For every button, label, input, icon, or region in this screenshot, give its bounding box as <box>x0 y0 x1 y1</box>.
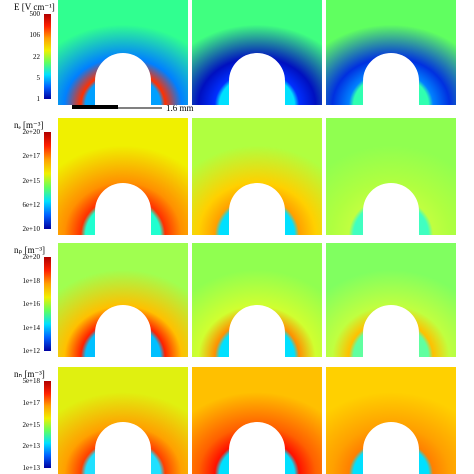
field-panel <box>192 118 322 235</box>
field-panel <box>192 0 322 105</box>
colorbar-tick-label: 5 <box>36 73 41 82</box>
scale-bar-thick <box>72 104 118 109</box>
colorbar-tick-label: 500 <box>29 10 41 18</box>
colorbar <box>44 132 51 229</box>
colorbar-tick-label: 1e+14 <box>22 323 40 332</box>
scale-bar-label: 1.6 mm <box>166 103 194 113</box>
colorbar-tick-label: 2e+15 <box>22 420 40 429</box>
colorbar-tick-label: 2e+10 <box>22 225 40 233</box>
colorbar-tick-label: 1e+17 <box>22 398 40 407</box>
field-panel <box>58 367 188 474</box>
colorbar-tick-label: 1e+18 <box>22 276 40 285</box>
colorbar-tick-label: 22 <box>33 52 40 61</box>
colorbar-tick-label: 6e+12 <box>22 200 40 209</box>
field-panel <box>326 243 456 357</box>
row-label: nₙ [m⁻³] <box>14 369 45 379</box>
colorbar-tick-label: 2e+20 <box>22 128 40 136</box>
colorbar-tick-label: 106 <box>29 31 41 40</box>
field-panel <box>58 0 188 105</box>
colorbar-tick-label: 1e+12 <box>22 347 40 355</box>
colorbar <box>44 14 51 99</box>
colorbar-tick-label: 1 <box>36 95 41 103</box>
colorbar-tick-label: 1e+16 <box>22 300 40 308</box>
field-panel <box>192 367 322 474</box>
field-panel <box>326 118 456 235</box>
colorbar-tick-label: 2e+15 <box>22 176 40 185</box>
field-panel <box>58 118 188 235</box>
row-label: E [V cm⁻¹] <box>14 2 55 12</box>
colorbar-tick-label: 2e+13 <box>22 442 40 451</box>
colorbar-tick-label: 1e+13 <box>22 464 40 472</box>
row-label: nₑ [m⁻³] <box>14 120 44 130</box>
field-panel <box>58 243 188 357</box>
colorbar <box>44 381 51 468</box>
field-panel <box>326 367 456 474</box>
field-panel <box>192 243 322 357</box>
colorbar-tick-label: 5e+18 <box>22 377 40 385</box>
field-panel <box>326 0 456 105</box>
row-label: nₚ [m⁻³] <box>14 245 46 255</box>
colorbar-tick-label: 2e+17 <box>22 152 40 161</box>
colorbar <box>44 257 51 351</box>
colorbar-tick-label: 2e+20 <box>22 253 40 261</box>
